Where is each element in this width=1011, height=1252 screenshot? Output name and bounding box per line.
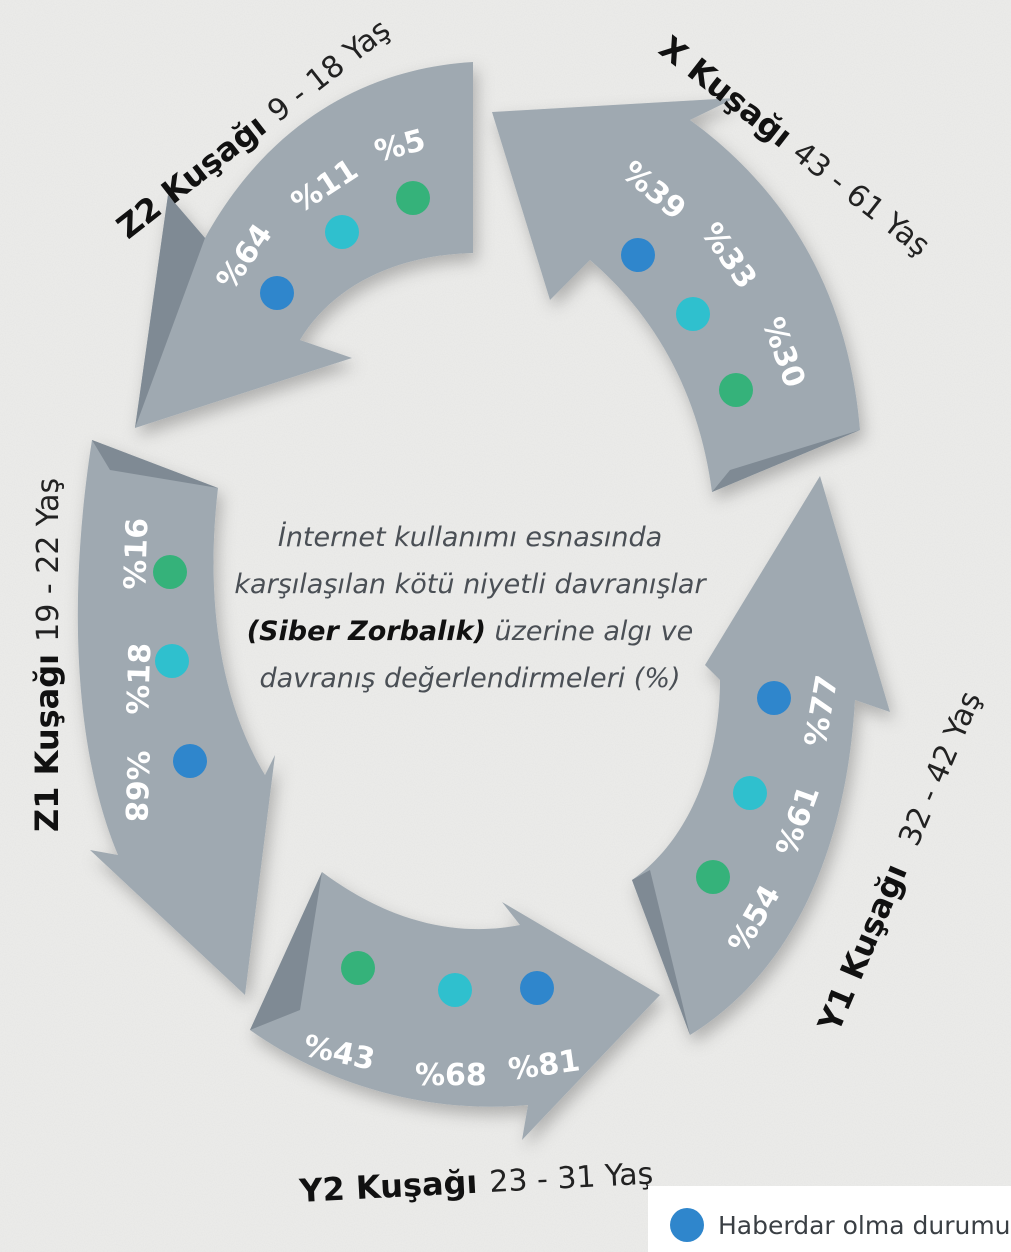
svg-text:Z1 Kuşağı19 - 22 Yaş: Z1 Kuşağı 19 - 22 Yaş: [28, 478, 66, 832]
z1-dot-blue: [173, 744, 207, 778]
center-line-4: davranış değerlendirmeleri (%): [259, 663, 681, 694]
z1-value-3: %68: [117, 750, 154, 823]
y2-dot-cyan: [438, 973, 472, 1007]
center-line-1: İnternet kullanımı esnasında: [277, 522, 663, 553]
y2-age: 23 - 31 Yaş: [488, 1157, 654, 1201]
x-values: %39 %33 %30: [615, 154, 812, 407]
z1-title: Z1 Kuşağı 19 - 22 Yaş: [28, 478, 66, 832]
arrow-y1: [632, 476, 890, 1035]
x-dot-green: [719, 373, 753, 407]
arrow-z1: [77, 440, 276, 995]
center-caption: İnternet kullanımı esnasında karşılaşıla…: [230, 514, 710, 702]
legend: Haberdar olma durumu: [648, 1186, 1011, 1252]
y2-value-2: %68: [415, 1058, 487, 1093]
z1-dot-cyan: [155, 644, 189, 678]
z1-age: 19 - 22 Yaş: [31, 478, 66, 642]
y1-dot-green: [696, 860, 730, 894]
center-bold: (Siber Zorbalık): [246, 616, 486, 647]
center-line-3: (Siber Zorbalık) üzerine algı ve: [230, 608, 710, 655]
y1-name: Y1 Kuşağı: [810, 858, 915, 1038]
y2-dot-blue: [520, 971, 554, 1005]
z1-dot-green: [153, 555, 187, 589]
arrow-z2: [135, 62, 473, 428]
z2-dot-cyan: [325, 215, 359, 249]
x-age: 43 - 61 Yaş: [786, 135, 937, 264]
x-dot-blue: [621, 238, 655, 272]
y2-dot-green: [341, 951, 375, 985]
z1-value-1: %16: [118, 517, 155, 590]
y2-values: %43 %68 %81: [300, 951, 582, 1093]
z1-values: %16 %18 %68: [117, 517, 207, 823]
y2-name: Y2 Kuşağı: [297, 1163, 478, 1210]
legend-label: Haberdar olma durumu: [718, 1210, 1011, 1240]
y2-title: Y2 Kuşağı 23 - 31 Yaş: [297, 1154, 654, 1211]
x-dot-cyan: [676, 297, 710, 331]
arrow-x: [492, 98, 860, 492]
z2-dot-blue: [260, 276, 294, 310]
z1-name: Z1 Kuşağı: [28, 654, 66, 832]
z2-dot-green: [396, 181, 430, 215]
z1-value-2: %18: [121, 642, 158, 715]
y1-dot-cyan: [733, 776, 767, 810]
center-line-2: karşılaşılan kötü niyetli davranışlar: [234, 569, 706, 600]
center-line-3-rest: üzerine algı ve: [485, 616, 694, 647]
y1-dot-blue: [757, 681, 791, 715]
y1-age: 32 - 42 Yaş: [892, 686, 988, 851]
legend-blue-dot: [670, 1208, 704, 1242]
